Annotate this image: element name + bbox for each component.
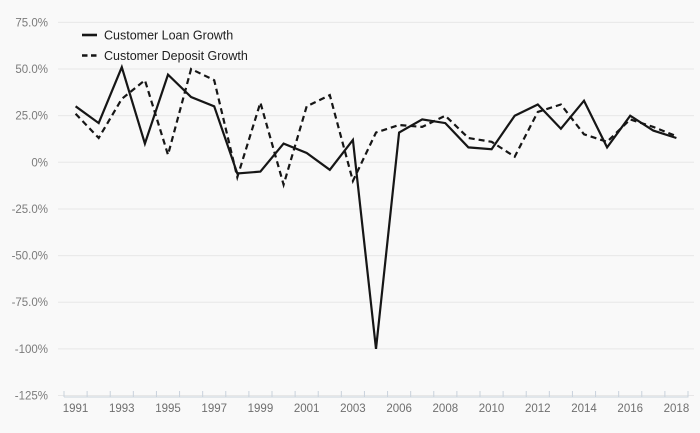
x-tick-label: 2003 xyxy=(340,403,366,415)
x-tick-label: 2006 xyxy=(386,403,412,415)
legend-label-deposit-growth[interactable]: Customer Deposit Growth xyxy=(104,49,248,63)
y-tick-label: -100% xyxy=(15,344,48,356)
series-layer xyxy=(74,63,677,350)
x-tick-label: 2008 xyxy=(433,403,459,415)
y-tick-label: 25.0% xyxy=(15,111,48,123)
y-tick-label: 0% xyxy=(31,157,48,169)
x-tick-label: 2012 xyxy=(525,403,551,415)
x-tick-label: 1995 xyxy=(155,403,181,415)
x-axis: 1991 1993 1995 1997 1999 2001 2003 2006 2008 2010… xyxy=(63,391,689,415)
series-line-customer-loan-growth xyxy=(74,63,677,350)
y-tick-label: -50.0% xyxy=(12,251,48,263)
y-tick-label: 75.0% xyxy=(15,17,48,29)
legend: Customer Loan Growth Customer Deposit Gr… xyxy=(82,29,248,63)
y-tick-label: -125% xyxy=(15,391,48,403)
grid-layer: 75.0% 50.0% 25.0% 0% -25.0% -50.0% -75.0% -100%… xyxy=(12,17,694,403)
x-tick-label: 2018 xyxy=(664,403,690,415)
series-line-customer-deposit-growth xyxy=(74,67,677,189)
y-tick-label: -25.0% xyxy=(12,204,48,216)
x-tick-label: 2010 xyxy=(479,403,505,415)
x-tick-label: 2001 xyxy=(294,403,320,415)
y-tick-label: 50.0% xyxy=(15,64,48,76)
y-tick-label: -75.0% xyxy=(12,297,48,309)
x-tick-label: 2014 xyxy=(571,403,597,415)
x-tick-label: 1991 xyxy=(63,403,89,415)
legend-label-loan-growth[interactable]: Customer Loan Growth xyxy=(104,29,233,43)
x-tick-label: 1999 xyxy=(248,403,274,415)
x-tick-label: 2016 xyxy=(617,403,643,415)
x-tick-label: 1997 xyxy=(201,403,227,415)
x-tick-label: 1993 xyxy=(109,403,135,415)
